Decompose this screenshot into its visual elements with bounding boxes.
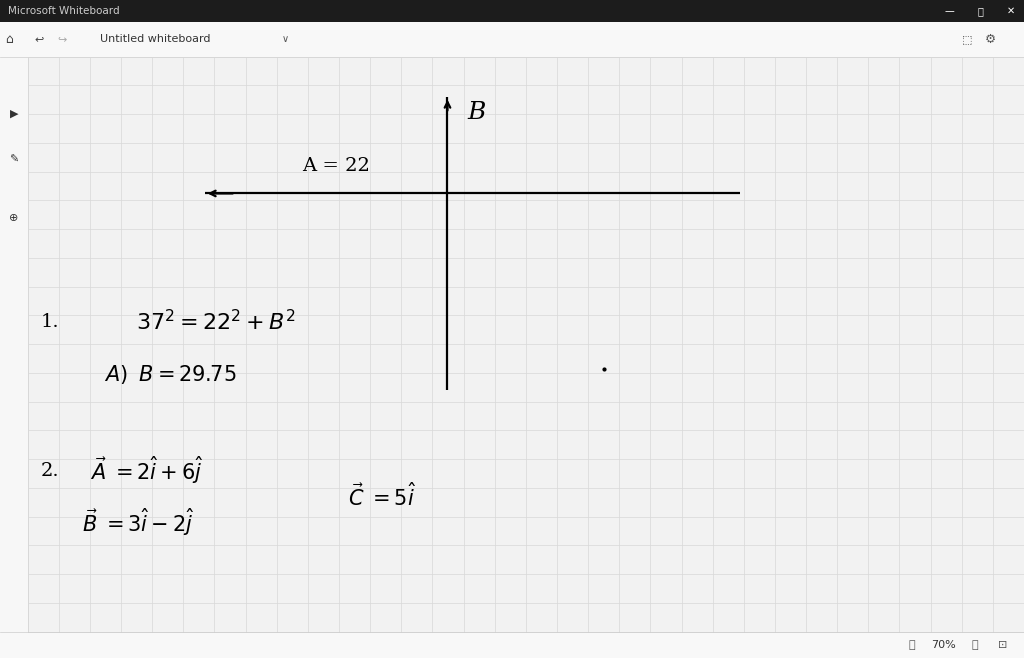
Bar: [0, 57, 28, 632]
Text: $\vec{C}\; = 5\hat{i}$: $\vec{C}\; = 5\hat{i}$: [348, 483, 416, 511]
Text: ✎: ✎: [9, 155, 18, 165]
Text: ✕: ✕: [1007, 6, 1015, 16]
Bar: [0, 632, 1024, 658]
Text: Untitled whiteboard: Untitled whiteboard: [100, 34, 211, 45]
Text: ⬚: ⬚: [963, 34, 973, 45]
Bar: [28, 57, 1024, 632]
Bar: [0, 0, 1024, 22]
Text: ↪: ↪: [57, 34, 68, 45]
Text: Microsoft Whiteboard: Microsoft Whiteboard: [8, 6, 120, 16]
Text: B: B: [467, 101, 485, 124]
Text: 🔍: 🔍: [908, 640, 914, 650]
Text: $A)\;\; B = 29.75$: $A)\;\; B = 29.75$: [104, 363, 238, 386]
Text: $\vec{A}\; = 2\hat{i} + 6\hat{j}$: $\vec{A}\; = 2\hat{i} + 6\hat{j}$: [90, 455, 204, 486]
Text: ⊡: ⊡: [997, 640, 1008, 650]
Bar: [0, 22, 1024, 57]
Text: $\vec{B}\; = 3\hat{i} - 2\hat{j}$: $\vec{B}\; = 3\hat{i} - 2\hat{j}$: [82, 507, 195, 538]
Text: ⊕: ⊕: [9, 213, 18, 222]
Text: —: —: [944, 6, 954, 16]
Text: ⧉: ⧉: [977, 6, 983, 16]
Text: ⌂: ⌂: [5, 33, 13, 46]
Text: ∨: ∨: [282, 34, 289, 45]
Bar: [0, 57, 28, 632]
Text: A = 22: A = 22: [302, 157, 370, 175]
Text: 2.: 2.: [41, 462, 59, 480]
Text: 🔍: 🔍: [972, 640, 978, 650]
Text: ↩: ↩: [34, 34, 44, 45]
Text: $37^2 = 22^2 + B^2$: $37^2 = 22^2 + B^2$: [136, 310, 296, 335]
Text: ⚙: ⚙: [985, 33, 995, 46]
Text: 1.: 1.: [41, 313, 59, 331]
Text: 70%: 70%: [931, 640, 955, 650]
Text: ▶: ▶: [9, 109, 18, 119]
